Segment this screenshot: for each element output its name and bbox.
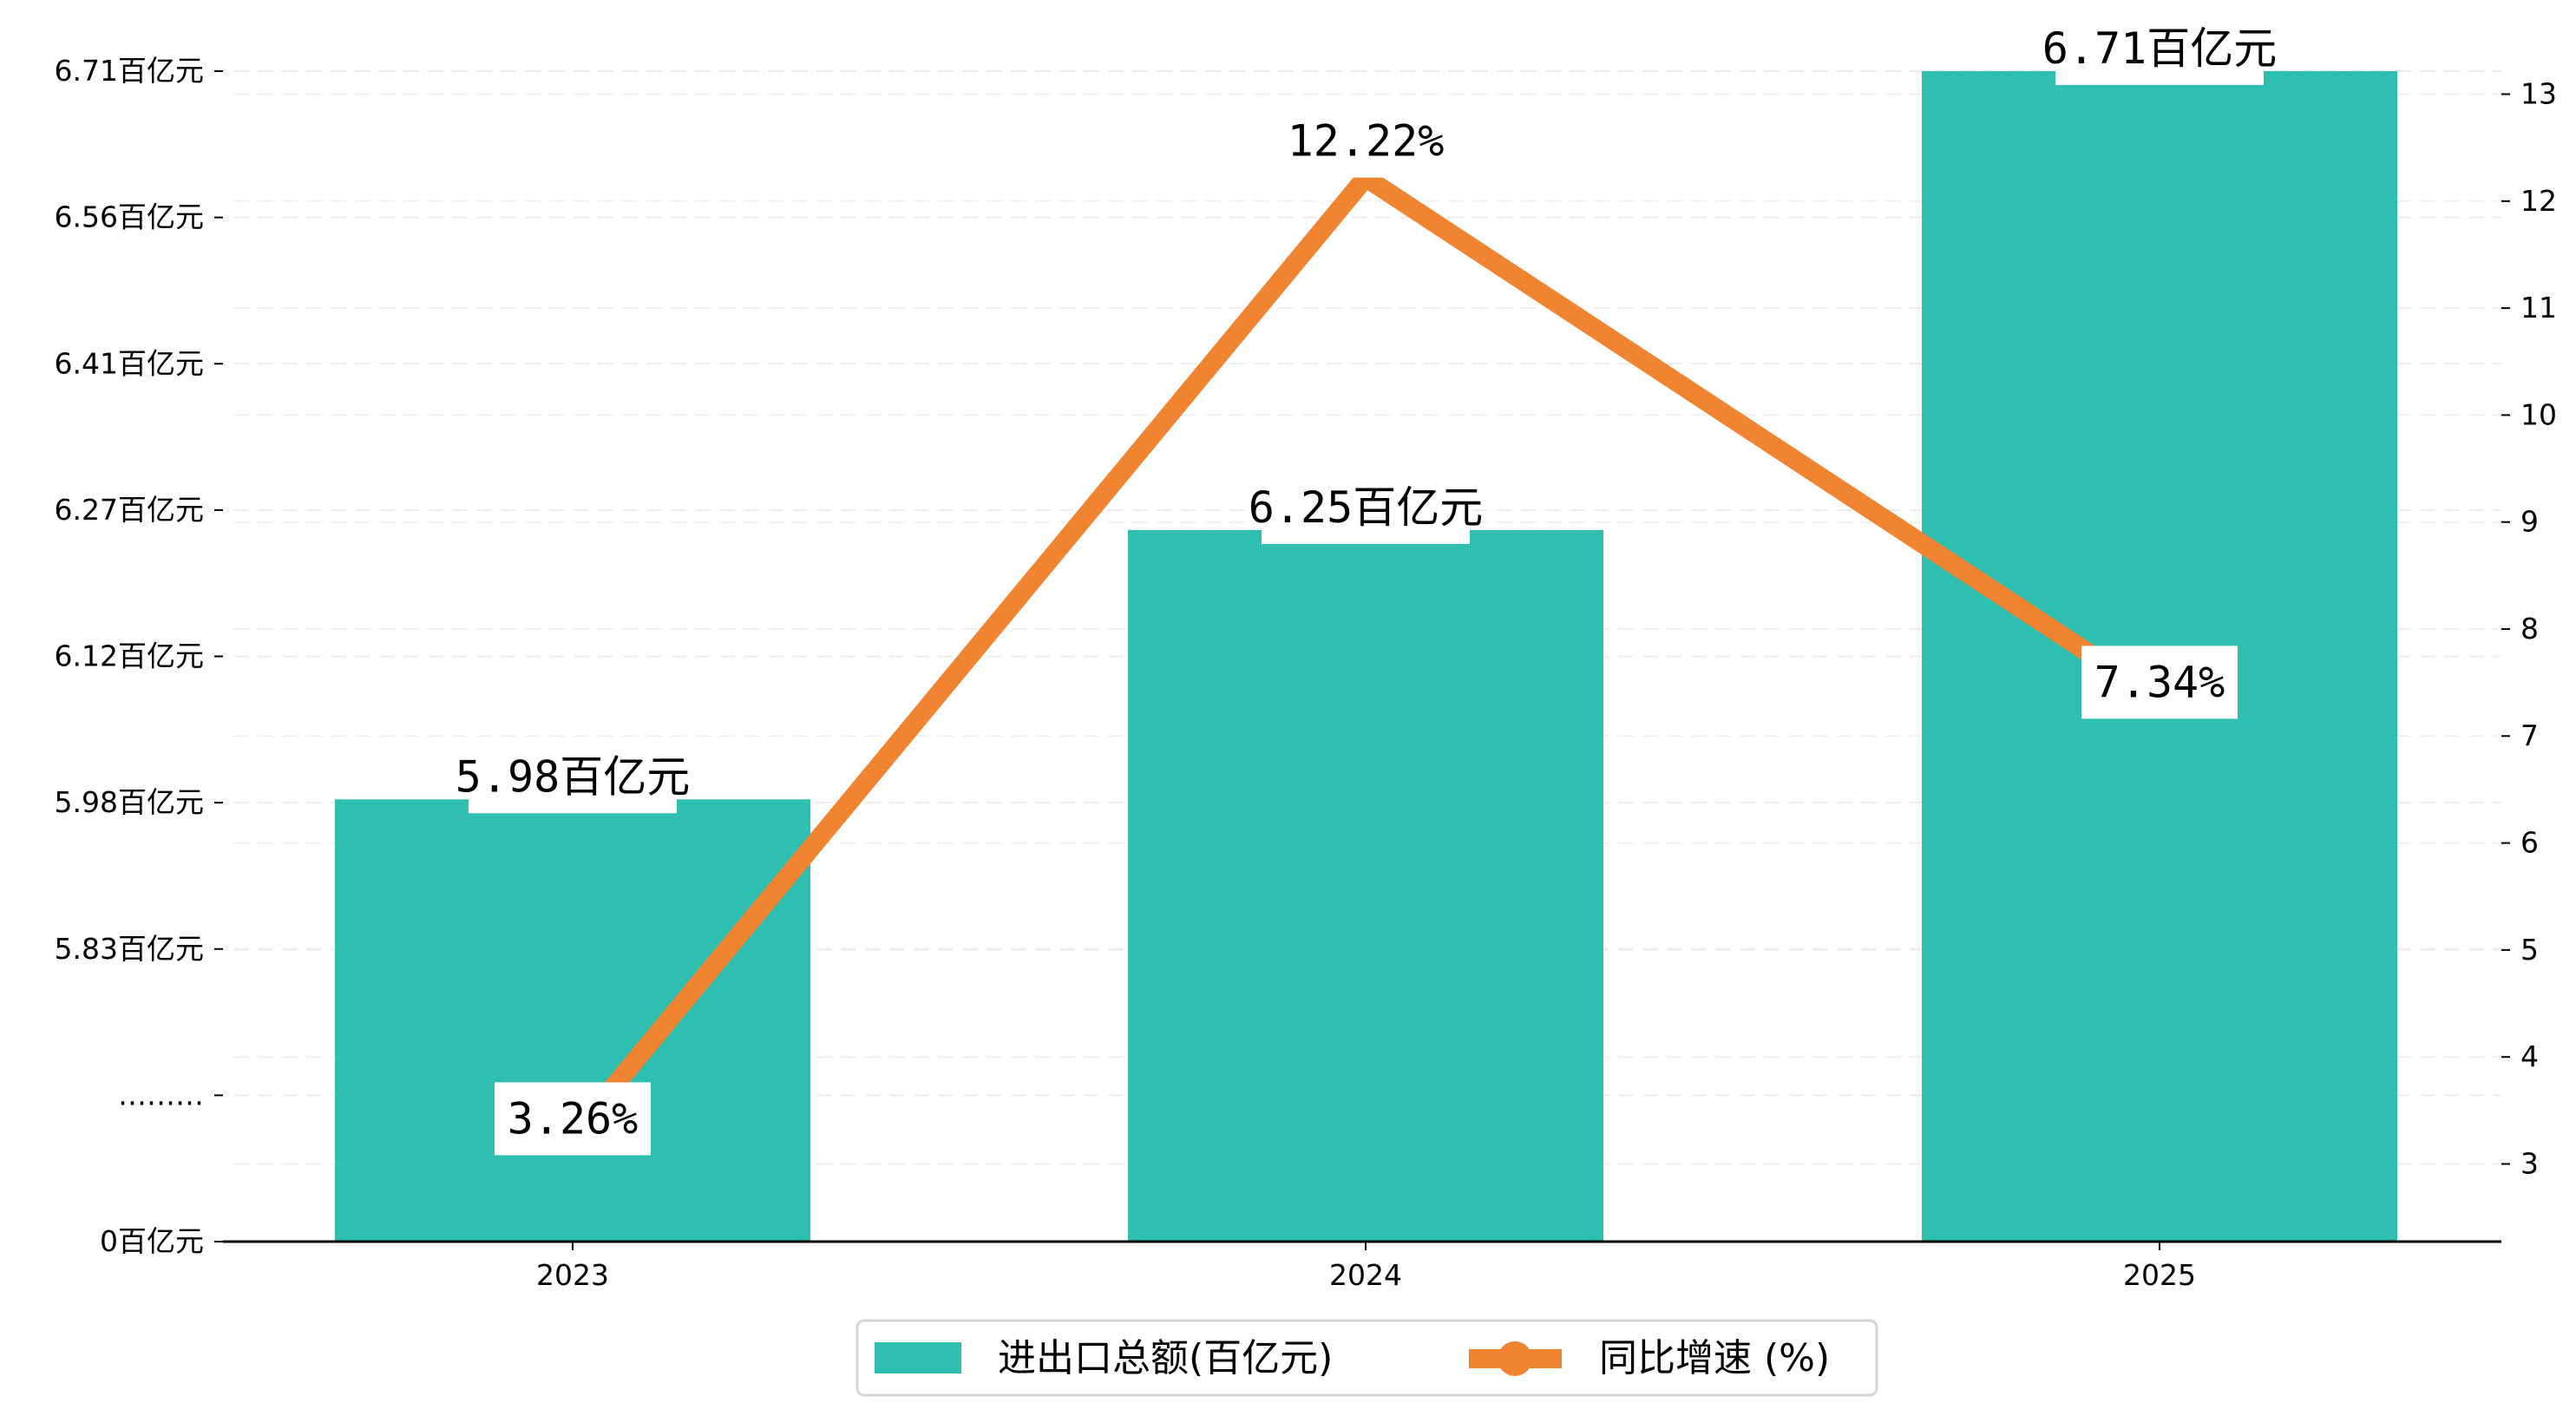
line-value-label-box: [495, 1082, 651, 1156]
right-tick-label: 3: [2520, 1147, 2539, 1181]
left-tick-label: 0百亿元: [100, 1224, 204, 1258]
left-tick-label: 6.56百亿元: [55, 200, 204, 234]
bar-value-label-box: [2055, 12, 2264, 85]
right-tick-label: 4: [2520, 1039, 2539, 1073]
axes: 0百亿元 ……… 5.83百亿元 5.98百亿元 6.12百亿元 6.27百亿元 6.41百…: [55, 54, 2557, 1292]
bar-value-label-box: [469, 740, 677, 814]
x-tick-label: 2023: [536, 1258, 609, 1292]
right-tick-label: 12: [2520, 184, 2557, 218]
x-tick-label: 2025: [2123, 1258, 2196, 1292]
x-tick-label: 2024: [1329, 1258, 1402, 1292]
bar-value-label: 5.98百亿元: [456, 751, 690, 802]
line-value-label-box: [1275, 104, 1457, 178]
left-tick-label: 6.41百亿元: [55, 346, 204, 380]
data-labels: 5.98百亿元 6.25百亿元 6.71百亿元 3.26% 12.22% 7.34%: [456, 12, 2277, 1156]
legend-label-line: 同比增速 (%): [1599, 1336, 1830, 1380]
right-tick-label: 10: [2520, 397, 2557, 431]
line-value-label-box: [2081, 646, 2238, 719]
legend-label-bar: 进出口总额(百亿元): [998, 1336, 1333, 1380]
left-tick-label: 5.83百亿元: [55, 932, 204, 966]
left-tick-label: 5.98百亿元: [55, 785, 204, 819]
line-value-label: 12.22%: [1288, 116, 1445, 167]
right-tick-label: 13: [2520, 77, 2557, 111]
legend-bar-swatch: [875, 1342, 961, 1373]
legend-marker-icon: [1498, 1341, 1532, 1376]
bar-value-label: 6.71百亿元: [2042, 23, 2277, 74]
left-tick-label: 6.27百亿元: [55, 493, 204, 527]
line-value-label: 3.26%: [508, 1093, 639, 1144]
right-tick-label: 8: [2520, 612, 2539, 646]
left-tick-label: ………: [118, 1078, 204, 1111]
legend-box: [855, 1319, 1878, 1397]
bar-value-label: 6.25百亿元: [1249, 482, 1483, 533]
bar-2023: [335, 799, 810, 1242]
bar-value-label-box: [1262, 470, 1470, 544]
right-tick-label: 9: [2520, 505, 2539, 539]
left-tick-label: 6.12百亿元: [55, 639, 204, 673]
right-tick-label: 5: [2520, 933, 2539, 967]
right-tick-label: 11: [2520, 291, 2557, 324]
legend: 进出口总额(百亿元) 同比增速 (%): [855, 1319, 1878, 1397]
bar-2024: [1128, 529, 1603, 1242]
right-tick-label: 7: [2520, 718, 2539, 752]
left-tick-label: 6.71百亿元: [55, 54, 204, 88]
line-value-label: 7.34%: [2094, 657, 2225, 707]
right-tick-label: 6: [2520, 826, 2539, 860]
